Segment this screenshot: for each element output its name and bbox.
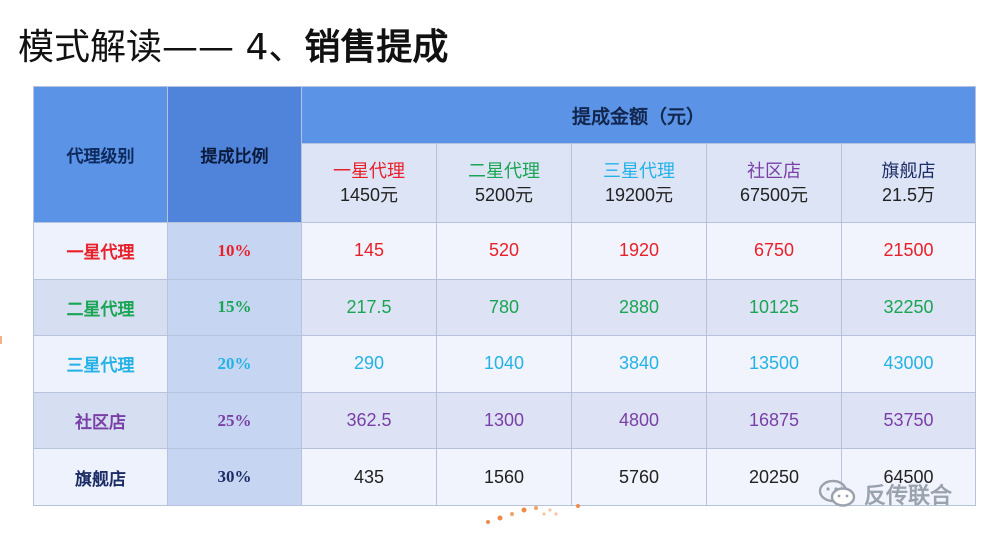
table-cell: 1040	[436, 335, 572, 393]
row-rate: 20%	[167, 335, 302, 393]
table-cell: 1920	[571, 222, 707, 280]
column-price: 21.5万	[881, 185, 936, 205]
table-cell: 32250	[840, 278, 977, 337]
row-level: 旗舰店	[33, 448, 168, 506]
table-cell: 43000	[840, 335, 977, 393]
decorative-mark	[0, 336, 2, 344]
table-cell: 53750	[840, 391, 977, 450]
header-level: 代理级别	[33, 86, 168, 223]
row-level: 二星代理	[33, 278, 168, 337]
table-row: 三星代理 20% 290 1040 3840 13500 43000	[33, 335, 977, 393]
decorative-dots	[480, 500, 590, 535]
header-rate: 提成比例	[167, 86, 302, 223]
table-cell: 20250	[706, 448, 842, 506]
row-level: 一星代理	[33, 222, 168, 280]
table-cell: 10125	[706, 278, 842, 337]
watermark: 反传联合	[818, 478, 952, 510]
column-header: 三星代理 19200元	[571, 143, 707, 223]
table-cell: 1560	[436, 448, 572, 506]
table-cell: 520	[436, 222, 572, 280]
table-cell: 5760	[571, 448, 707, 506]
column-header: 旗舰店 21.5万	[840, 143, 977, 223]
column-price: 67500元	[739, 185, 809, 205]
table-cell: 6750	[706, 222, 842, 280]
table-cell: 2880	[571, 278, 707, 337]
table-cell: 145	[301, 222, 437, 280]
column-name: 三星代理	[603, 161, 675, 181]
table-cell: 13500	[706, 335, 842, 393]
table-cell: 4800	[571, 391, 707, 450]
row-rate: 15%	[167, 278, 302, 337]
column-name: 社区店	[747, 161, 801, 181]
title-bold: 销售提成	[304, 27, 449, 68]
wechat-icon	[818, 478, 858, 510]
table-cell: 3840	[571, 335, 707, 393]
table-cell: 64500	[840, 448, 977, 506]
column-header: 二星代理 5200元	[436, 143, 572, 223]
table-row: 社区店 25% 362.5 1300 4800 16875 53750	[33, 391, 977, 450]
commission-table: 代理级别 提成比例 提成金额（元） 一星代理 1450元 二星代理 5200元 …	[33, 86, 977, 506]
header-amount: 提成金额（元）	[300, 86, 977, 144]
table-cell: 21500	[840, 222, 977, 280]
column-header: 一星代理 1450元	[301, 143, 437, 223]
row-rate: 10%	[167, 222, 302, 280]
column-name: 旗舰店	[881, 161, 936, 181]
table-row: 旗舰店 30% 435 1560 5760 20250 64500	[33, 448, 977, 506]
page-title: 模式解读—— 4、销售提成	[18, 18, 448, 70]
table-row: 二星代理 15% 217.5 780 2880 10125 32250	[33, 278, 977, 337]
column-header: 社区店 67500元	[706, 143, 842, 223]
row-level: 社区店	[33, 391, 168, 450]
column-price: 19200元	[604, 185, 674, 205]
table-cell: 290	[301, 335, 437, 393]
table-cell: 435	[301, 448, 437, 506]
row-rate: 25%	[167, 391, 302, 450]
watermark-text: 反传联合	[864, 484, 953, 509]
table-cell: 362.5	[301, 391, 437, 450]
column-name: 一星代理	[333, 161, 405, 181]
row-rate: 30%	[167, 448, 302, 506]
table-cell: 780	[436, 278, 572, 337]
table-cell: 16875	[706, 391, 842, 450]
column-price: 1450元	[339, 185, 399, 205]
table-cell: 1300	[436, 391, 572, 450]
row-level: 三星代理	[33, 335, 168, 393]
column-price: 5200元	[474, 185, 534, 205]
table-cell: 217.5	[301, 278, 437, 337]
column-name: 二星代理	[468, 161, 540, 181]
table-row: 一星代理 10% 145 520 1920 6750 21500	[33, 222, 977, 280]
title-prefix: 模式解读—— 4、	[18, 27, 305, 68]
